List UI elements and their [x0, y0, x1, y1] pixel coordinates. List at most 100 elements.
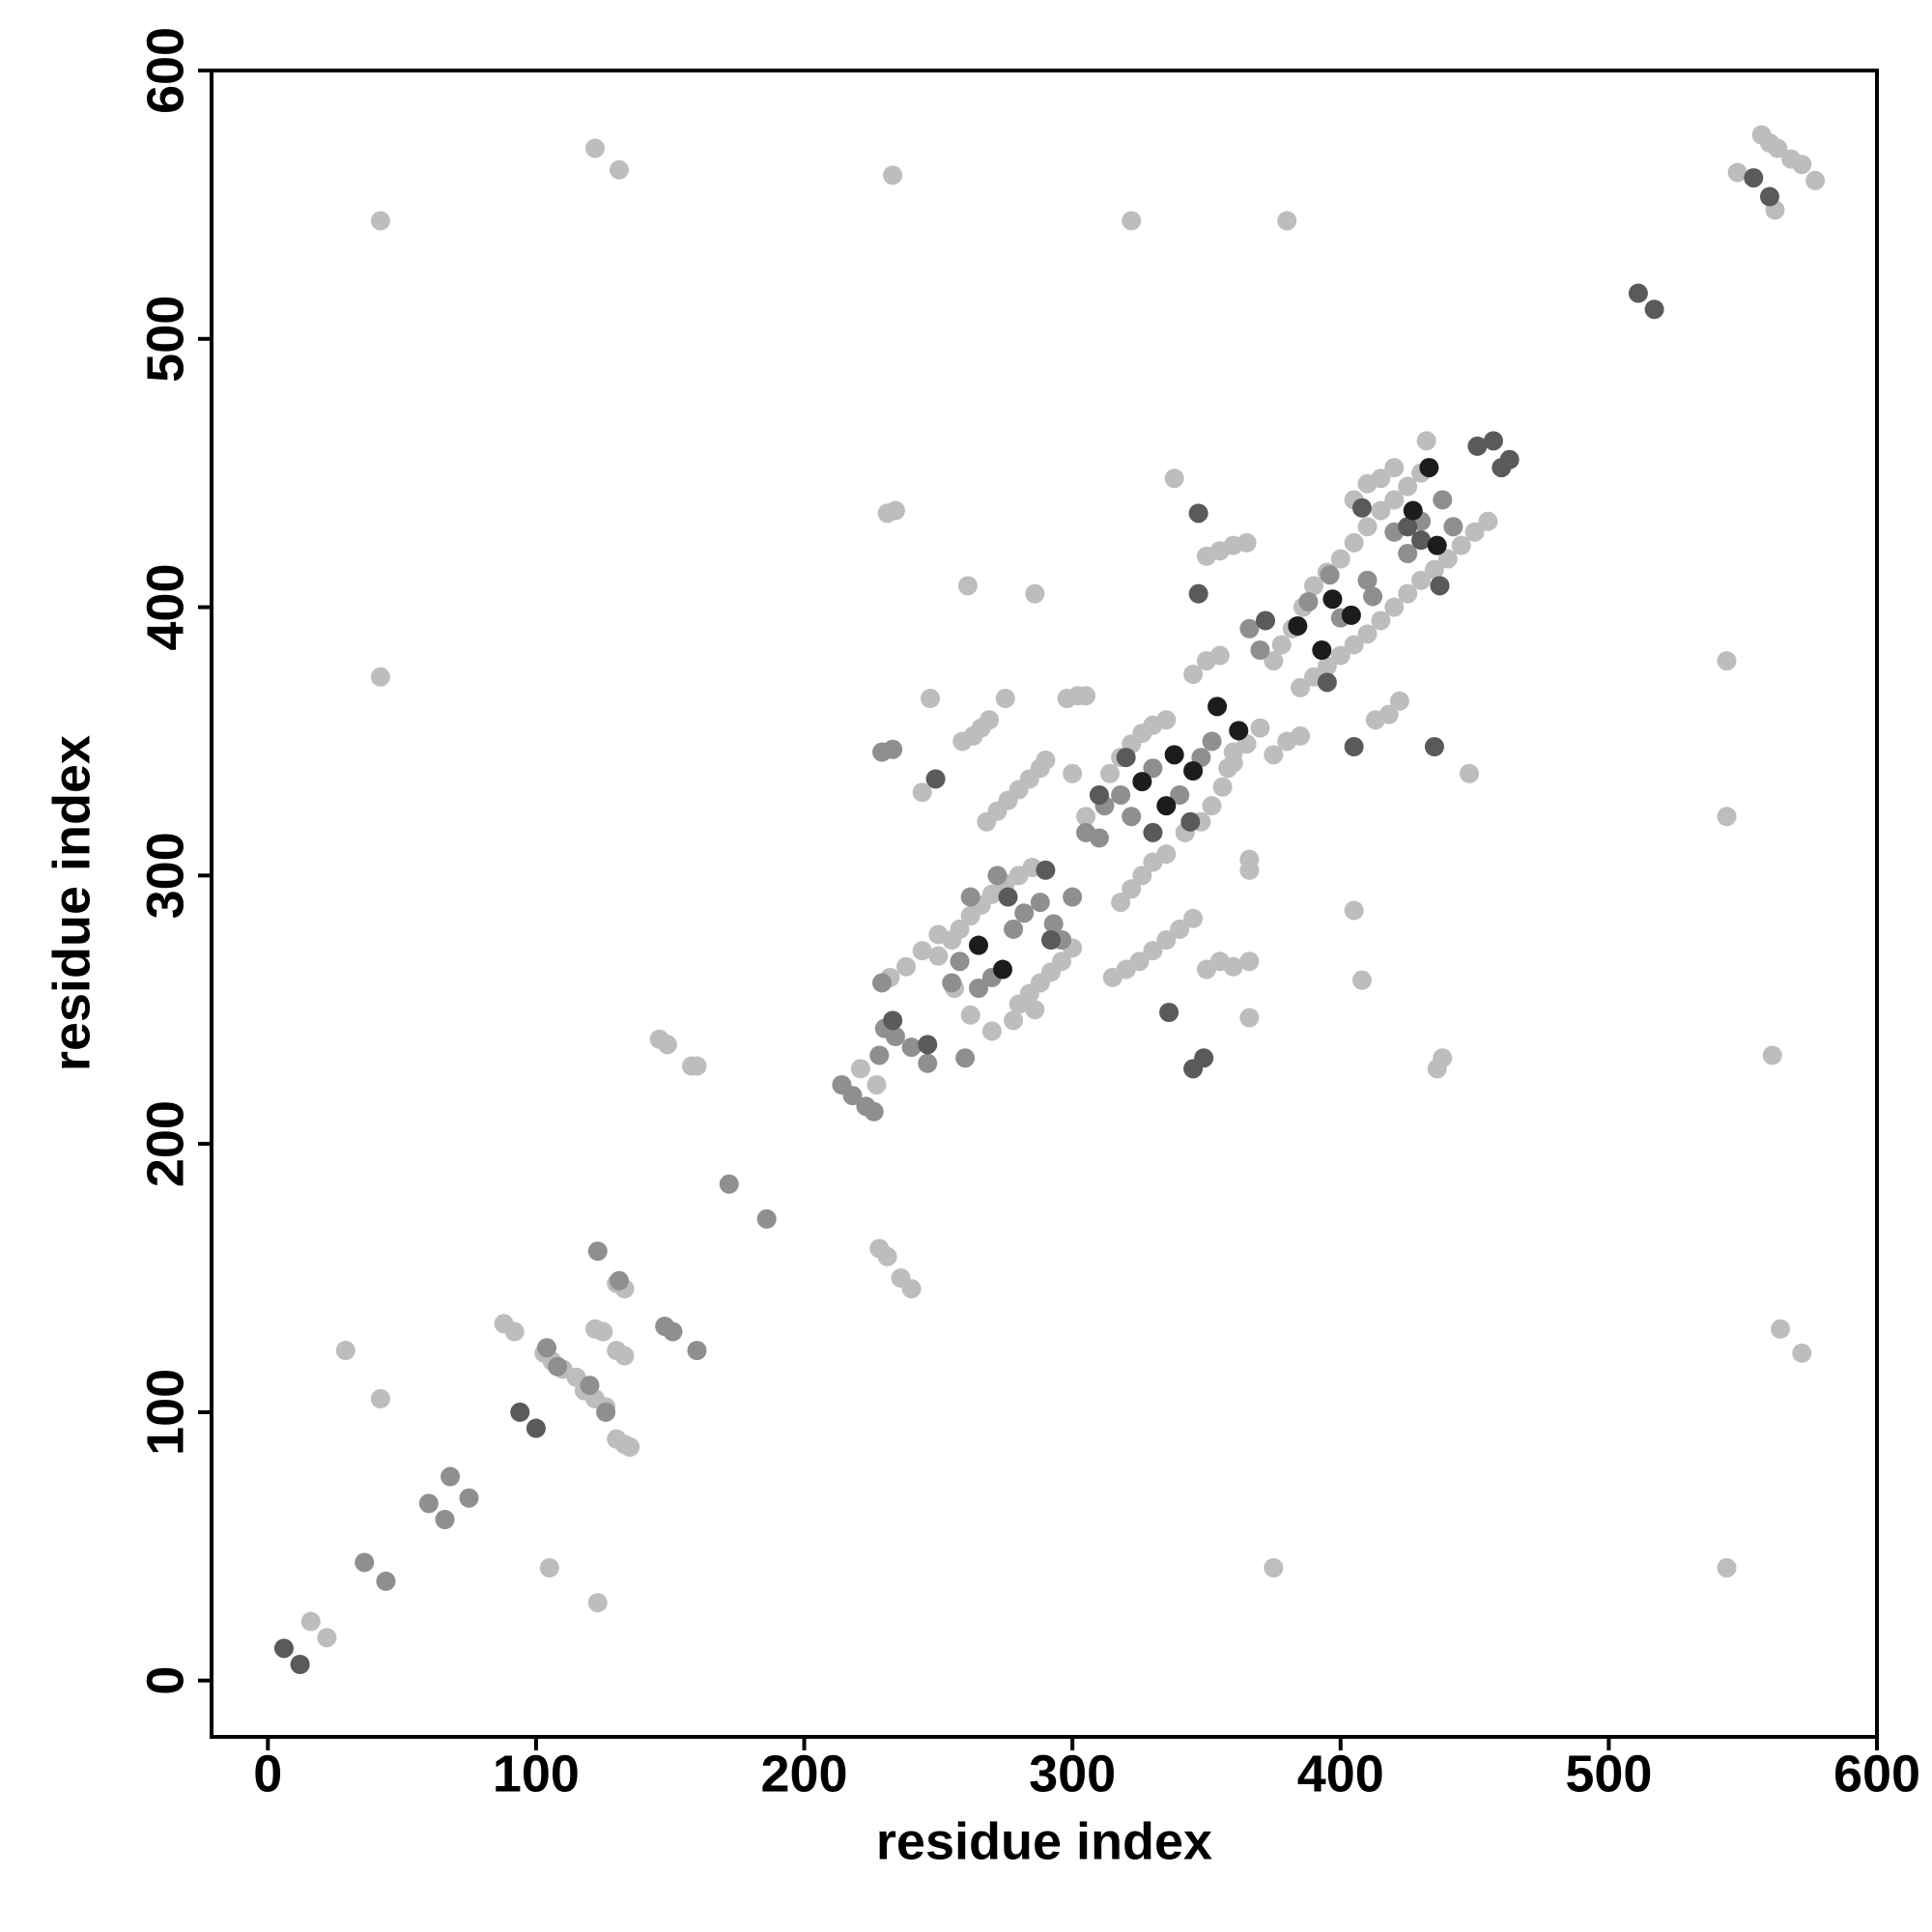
point	[1188, 583, 1208, 604]
point	[1229, 721, 1249, 741]
point	[1183, 1059, 1204, 1079]
point	[957, 576, 978, 596]
point	[1727, 162, 1747, 183]
point	[756, 1208, 777, 1229]
point	[290, 1655, 310, 1674]
x-tick-label: 400	[1297, 1745, 1384, 1803]
point	[657, 1035, 677, 1055]
point	[1063, 887, 1083, 907]
point	[925, 769, 946, 789]
point	[355, 1552, 375, 1573]
point	[918, 1035, 938, 1055]
point	[1384, 597, 1405, 617]
point	[872, 973, 893, 993]
point	[1298, 592, 1319, 611]
point	[1089, 828, 1109, 848]
point	[1344, 900, 1364, 921]
point	[1717, 1558, 1737, 1577]
point	[1430, 576, 1450, 596]
point	[609, 1270, 629, 1291]
x-axis-label: residue index	[876, 1812, 1212, 1870]
y-tick-label: 500	[136, 296, 194, 383]
point	[1357, 517, 1378, 537]
point	[1111, 893, 1131, 913]
point	[1771, 1319, 1791, 1339]
point	[850, 1059, 870, 1079]
point	[1427, 1059, 1447, 1079]
point	[1004, 919, 1024, 939]
point	[1644, 299, 1664, 320]
point	[1499, 449, 1520, 469]
point	[1304, 576, 1324, 596]
point	[1100, 763, 1121, 783]
x-tick-label: 200	[760, 1745, 847, 1803]
point	[1768, 138, 1788, 158]
point	[510, 1402, 530, 1422]
point	[1398, 476, 1418, 497]
point	[995, 689, 1015, 708]
point	[1330, 549, 1350, 569]
x-tick-label: 0	[253, 1745, 282, 1803]
point	[1762, 1045, 1782, 1065]
point	[1143, 758, 1163, 779]
point	[1239, 860, 1260, 880]
point	[376, 1571, 396, 1591]
point	[1759, 186, 1779, 207]
point	[719, 1174, 739, 1194]
point	[317, 1628, 337, 1648]
point	[614, 1346, 635, 1366]
point	[1264, 651, 1284, 671]
point	[1183, 908, 1204, 928]
point	[1717, 651, 1737, 671]
point	[1484, 431, 1504, 451]
point	[1025, 583, 1045, 604]
point	[1427, 535, 1447, 555]
point	[968, 935, 988, 955]
point	[1030, 893, 1050, 913]
point	[1143, 822, 1163, 842]
y-tick-label: 100	[136, 1369, 194, 1456]
point	[1341, 605, 1361, 625]
point	[1156, 796, 1177, 816]
point	[537, 1338, 557, 1358]
point	[928, 946, 949, 966]
point	[1363, 586, 1383, 607]
point	[955, 1048, 976, 1068]
point	[1188, 503, 1208, 524]
point	[1464, 522, 1485, 542]
point	[1357, 624, 1378, 644]
point	[1256, 611, 1276, 631]
point	[1209, 645, 1230, 666]
point	[1277, 211, 1297, 231]
point	[1478, 511, 1498, 531]
point	[1411, 530, 1432, 551]
y-tick-label: 200	[136, 1100, 194, 1187]
x-tick-label: 300	[1029, 1745, 1116, 1803]
point	[901, 1279, 922, 1299]
point	[1170, 919, 1190, 939]
point	[1212, 777, 1233, 797]
x-tick-label: 500	[1565, 1745, 1652, 1803]
point	[1371, 469, 1391, 489]
point	[1271, 635, 1292, 655]
point	[1357, 570, 1378, 590]
point	[587, 1593, 608, 1613]
point	[1291, 677, 1311, 697]
point	[1170, 785, 1190, 805]
y-tick-label: 0	[136, 1666, 194, 1695]
point	[1351, 970, 1372, 990]
point	[1264, 745, 1284, 765]
point	[370, 667, 390, 687]
x-tick-label: 600	[1833, 1745, 1920, 1803]
point	[960, 1005, 980, 1025]
point	[1223, 956, 1243, 977]
point	[1164, 469, 1184, 489]
point	[1239, 952, 1260, 972]
point	[1312, 640, 1332, 660]
point	[1183, 665, 1204, 684]
point	[1398, 583, 1418, 604]
point	[1291, 725, 1311, 746]
point	[1132, 866, 1152, 886]
point	[1317, 656, 1337, 676]
